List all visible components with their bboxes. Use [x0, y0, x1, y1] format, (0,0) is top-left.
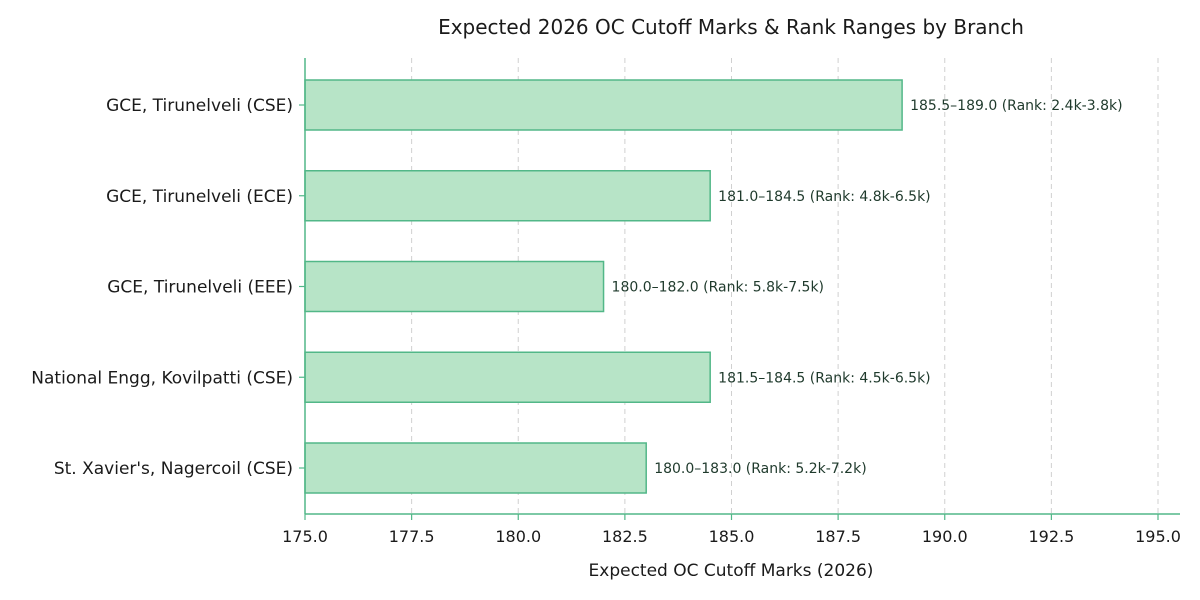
bar-annotation: 185.5–189.0 (Rank: 2.4k-3.8k): [910, 98, 1122, 114]
bar: [304, 170, 711, 222]
category-label: GCE, Tirunelveli (ECE): [106, 187, 293, 207]
x-axis-label: Expected OC Cutoff Marks (2026): [589, 561, 874, 581]
x-tick-label: 185.0: [709, 527, 755, 546]
bar: [304, 442, 647, 494]
axes: [299, 58, 1180, 520]
category-label: St. Xavier's, Nagercoil (CSE): [54, 459, 293, 479]
category-label: GCE, Tirunelveli (CSE): [106, 96, 293, 116]
bar: [304, 260, 605, 313]
x-tick-label: 182.5: [602, 527, 648, 546]
x-tick-label: 175.0: [282, 527, 328, 546]
x-tick-label: 177.5: [389, 527, 435, 546]
bars: [304, 79, 903, 494]
bar: [304, 79, 903, 131]
bar-annotation: 181.0–184.5 (Rank: 4.8k-6.5k): [718, 189, 930, 205]
category-label: National Engg, Kovilpatti (CSE): [31, 368, 293, 388]
x-tick-label: 187.5: [815, 527, 861, 546]
labels: 175.0 177.5 180.0 182.5 185.0 187.5 190.0 192.5…: [31, 96, 1181, 546]
x-tick-label: 190.0: [922, 527, 968, 546]
chart-title: Expected 2026 OC Cutoff Marks & Rank Ran…: [438, 15, 1024, 39]
bar-annotation: 181.5–184.5 (Rank: 4.5k-6.5k): [718, 370, 930, 386]
grid-lines: [411, 58, 1159, 514]
category-label: GCE, Tirunelveli (EEE): [107, 278, 293, 298]
x-tick-label: 192.5: [1028, 527, 1074, 546]
bar-annotation: 180.0–182.0 (Rank: 5.8k-7.5k): [612, 280, 824, 296]
bar: [304, 351, 711, 403]
x-tick-label: 195.0: [1135, 527, 1181, 546]
x-tick-label: 180.0: [495, 527, 541, 546]
bar-annotation: 180.0–183.0 (Rank: 5.2k-7.2k): [654, 461, 866, 477]
